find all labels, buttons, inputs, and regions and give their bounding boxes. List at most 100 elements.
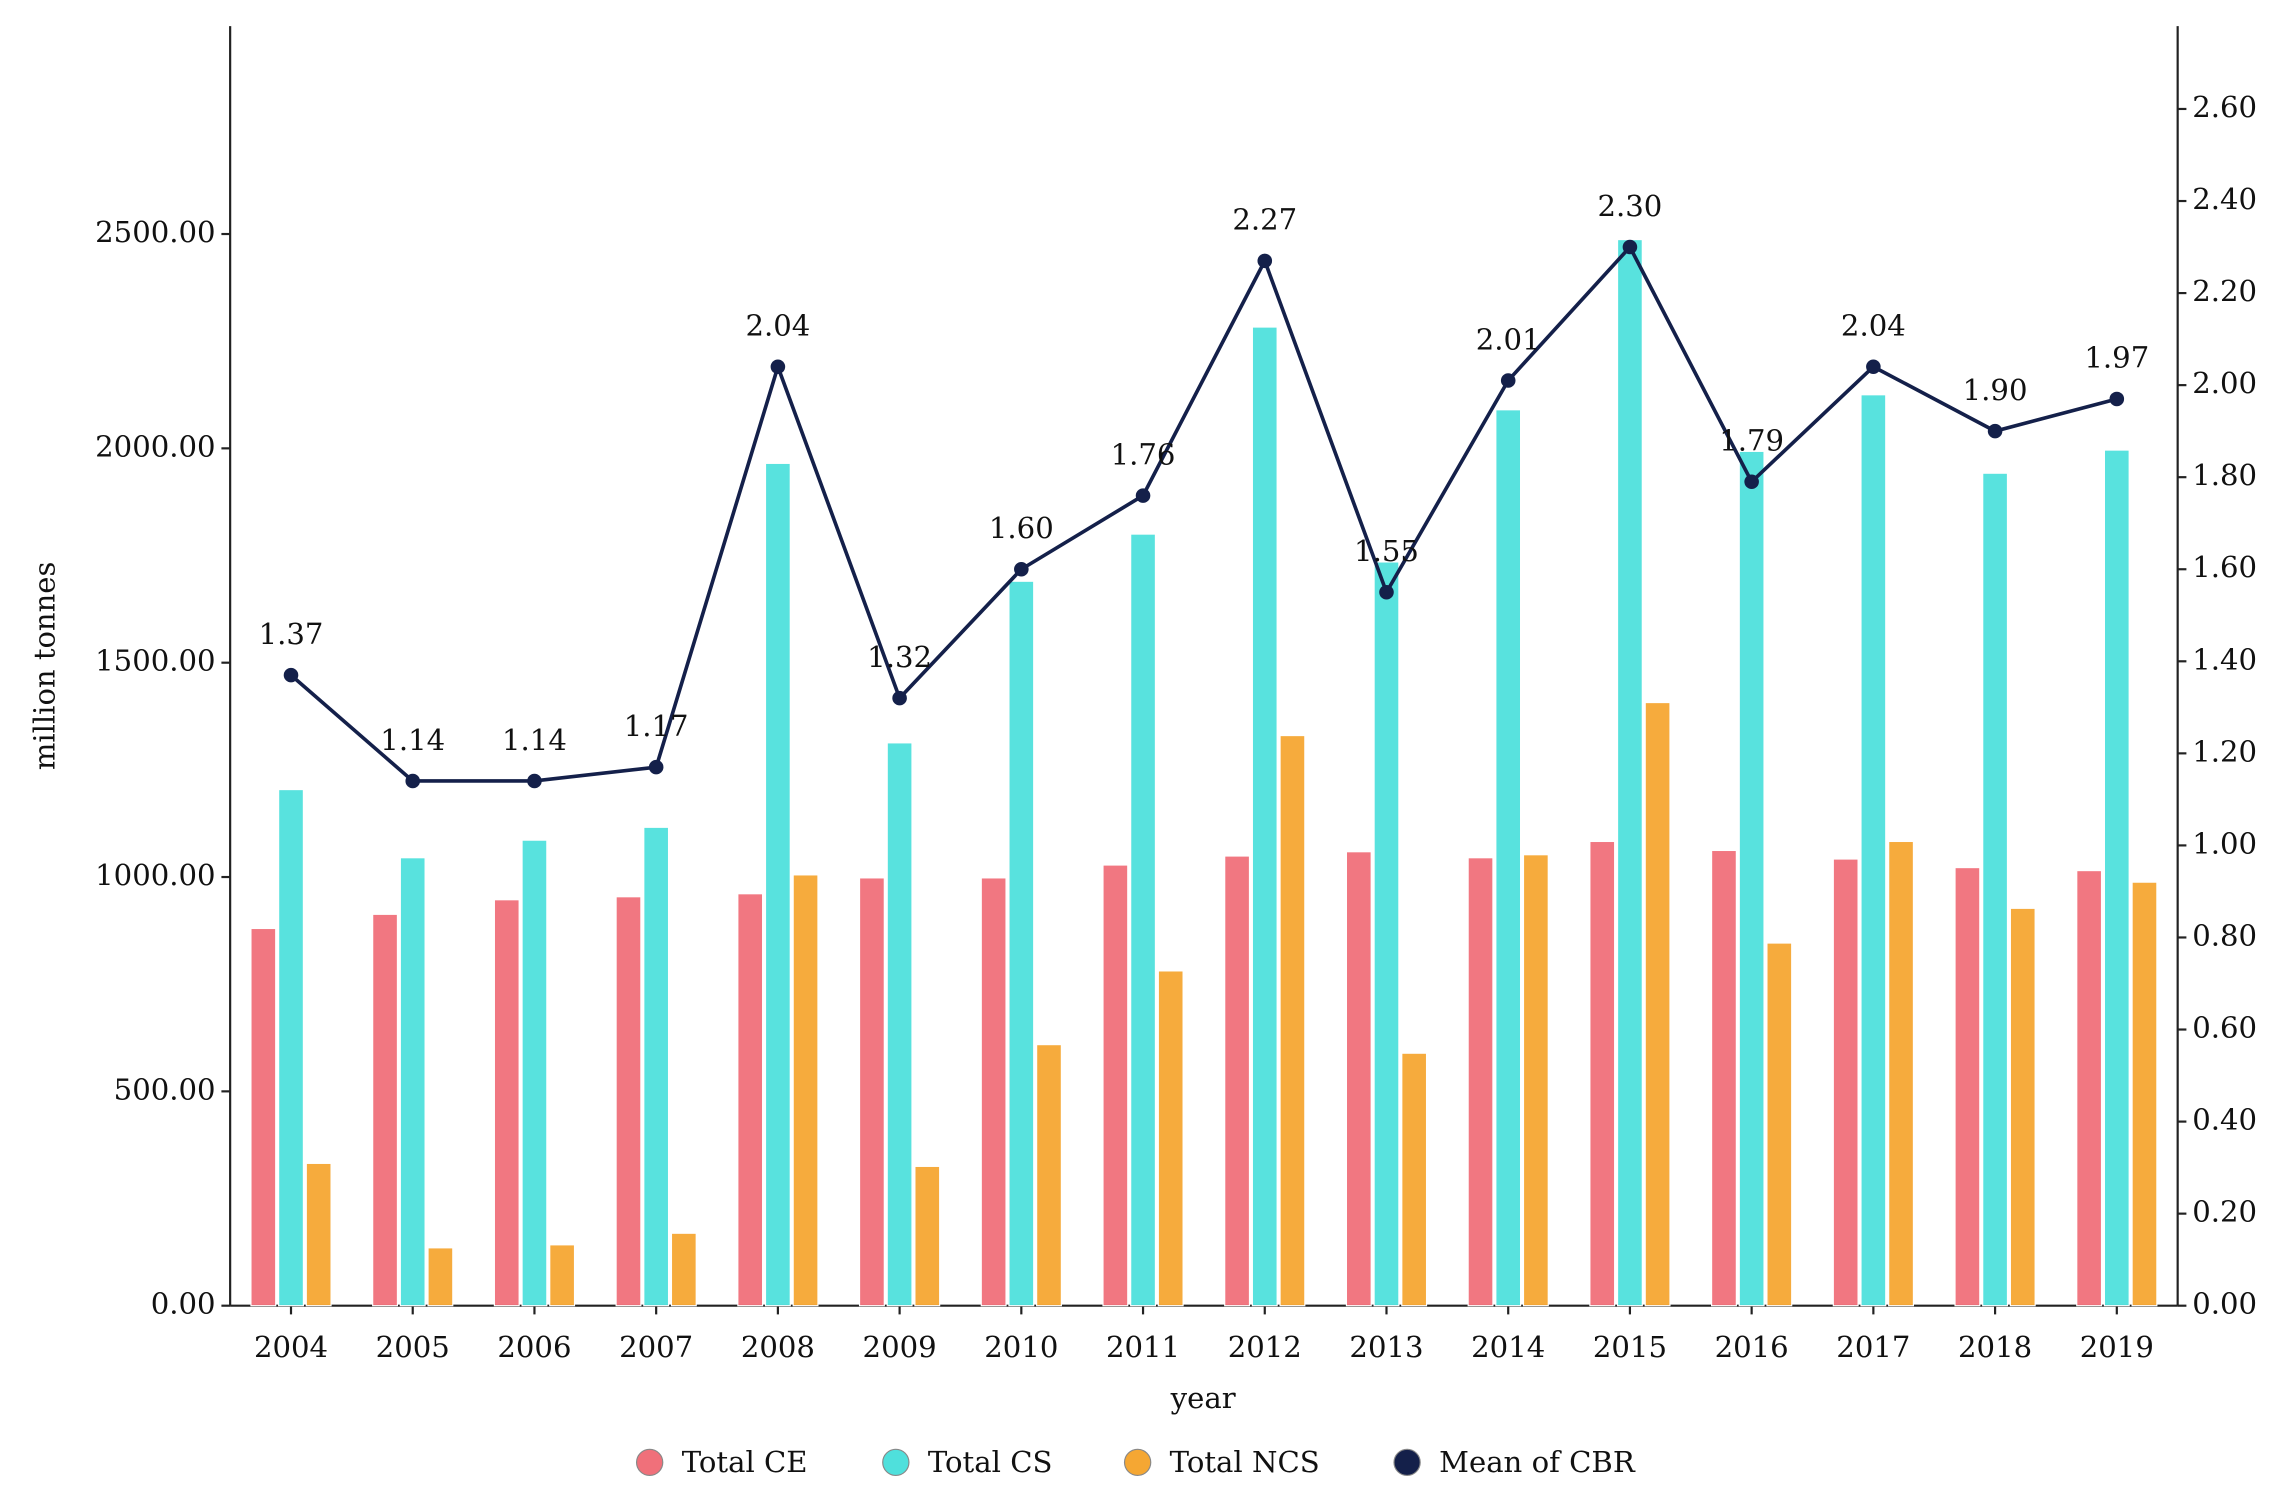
bar — [1345, 851, 1372, 1307]
value-label: 1.55 — [1354, 534, 1419, 568]
value-label: 1.90 — [1963, 373, 2028, 407]
value-label: 1.79 — [1719, 424, 1784, 458]
cbr-point — [1257, 253, 1273, 269]
cbr-point — [1987, 423, 2003, 439]
bar — [278, 788, 304, 1307]
bar — [1982, 472, 2009, 1307]
bar — [1589, 840, 1616, 1307]
bar — [886, 742, 913, 1307]
bar — [1495, 409, 1522, 1307]
x-tick-label: 2004 — [254, 1330, 328, 1364]
bar — [670, 1232, 697, 1307]
y-tick-label: 1500.00 — [95, 644, 215, 678]
value-label: 1.14 — [502, 723, 567, 757]
y2-tick-label: 0.60 — [2192, 1011, 2257, 1045]
bar — [1832, 858, 1859, 1307]
bar — [2103, 449, 2130, 1307]
bar — [2076, 870, 2103, 1307]
cbr-point — [527, 773, 542, 789]
bar — [858, 877, 885, 1307]
y2-tick-label: 1.20 — [2192, 734, 2257, 768]
y2-tick-label: 2.00 — [2192, 366, 2257, 400]
bar — [1373, 561, 1400, 1307]
y2-tick-label: 0.80 — [2192, 919, 2257, 953]
legend-marker — [635, 1448, 664, 1477]
value-label: 1.14 — [380, 723, 445, 757]
y-tick-label: 500.00 — [114, 1072, 216, 1106]
bar — [399, 857, 426, 1307]
legend-label: Total CS — [928, 1445, 1053, 1479]
cbr-point — [1866, 359, 1881, 374]
value-label: 1.60 — [989, 511, 1054, 545]
x-tick-label: 2019 — [2080, 1330, 2154, 1364]
value-label: 1.97 — [2084, 341, 2149, 375]
bar — [1130, 533, 1157, 1307]
x-tick-label: 2015 — [1593, 1330, 1667, 1364]
bar — [764, 462, 791, 1307]
value-label: 1.76 — [1111, 437, 1176, 471]
y2-tick-label: 2.40 — [2192, 182, 2257, 216]
bar — [1224, 855, 1251, 1307]
x-tick-label: 2017 — [1836, 1330, 1910, 1364]
legend-label: Total NCS — [1170, 1445, 1320, 1479]
bar — [1467, 857, 1494, 1307]
bar — [1008, 580, 1035, 1307]
cbr-point — [1014, 561, 1029, 577]
bar — [1102, 864, 1129, 1307]
bar — [1279, 734, 1306, 1307]
cbr-point — [405, 773, 421, 789]
cbr-point — [892, 690, 907, 706]
y2-tick-label: 0.40 — [2192, 1103, 2257, 1137]
y2-tick-label: 0.20 — [2192, 1195, 2257, 1229]
bar — [737, 893, 764, 1307]
bar — [643, 826, 670, 1307]
y-tick-label: 2500.00 — [95, 215, 215, 249]
y-tick-label: 2000.00 — [95, 429, 215, 463]
x-tick-label: 2014 — [1471, 1330, 1545, 1364]
cbr-point — [1744, 474, 1759, 490]
value-label: 2.27 — [1232, 203, 1297, 237]
x-tick-label: 2010 — [984, 1330, 1058, 1364]
bar — [2131, 881, 2158, 1307]
legend-marker — [882, 1448, 910, 1477]
bar — [914, 1165, 941, 1307]
y2-tick-label: 1.80 — [2192, 458, 2257, 492]
y2-tick-label: 2.20 — [2192, 274, 2257, 308]
value-label: 2.04 — [745, 309, 810, 343]
cbr-point — [1500, 373, 1516, 388]
cbr-point — [648, 759, 664, 775]
bar — [1036, 1044, 1062, 1307]
bar — [372, 913, 399, 1307]
value-label: 2.01 — [1476, 322, 1541, 356]
cbr-point — [1135, 488, 1151, 503]
x-tick-label: 2013 — [1349, 1330, 1423, 1364]
bar — [427, 1247, 454, 1307]
bar — [493, 899, 520, 1307]
value-label: 1.32 — [867, 640, 932, 674]
cbr-point — [1379, 585, 1394, 600]
y2-tick-label: 1.00 — [2192, 826, 2257, 860]
legend-label: Total CE — [682, 1445, 808, 1479]
bar — [1766, 942, 1793, 1307]
x-tick-label: 2008 — [741, 1330, 815, 1364]
bar — [1251, 326, 1278, 1307]
bar — [521, 839, 548, 1307]
legend-marker — [1123, 1448, 1152, 1477]
y2-tick-label: 0.00 — [2192, 1287, 2257, 1321]
y-axis-title: million tonnes — [28, 562, 62, 771]
x-tick-label: 2006 — [497, 1330, 571, 1364]
x-axis-title: year — [1170, 1381, 1236, 1415]
cbr-point — [2109, 391, 2125, 407]
bar — [305, 1162, 332, 1307]
cbr-line — [289, 243, 2118, 783]
bar — [1157, 970, 1184, 1307]
y2-tick-label: 1.40 — [2192, 642, 2257, 676]
value-label: 2.04 — [1841, 309, 1906, 343]
bar — [615, 896, 642, 1307]
bar — [980, 877, 1007, 1307]
y2-tick-label: 1.60 — [2192, 550, 2257, 584]
bar — [1616, 239, 1643, 1307]
bar — [792, 874, 819, 1307]
bar — [1644, 701, 1671, 1307]
value-label: 1.17 — [624, 709, 689, 743]
